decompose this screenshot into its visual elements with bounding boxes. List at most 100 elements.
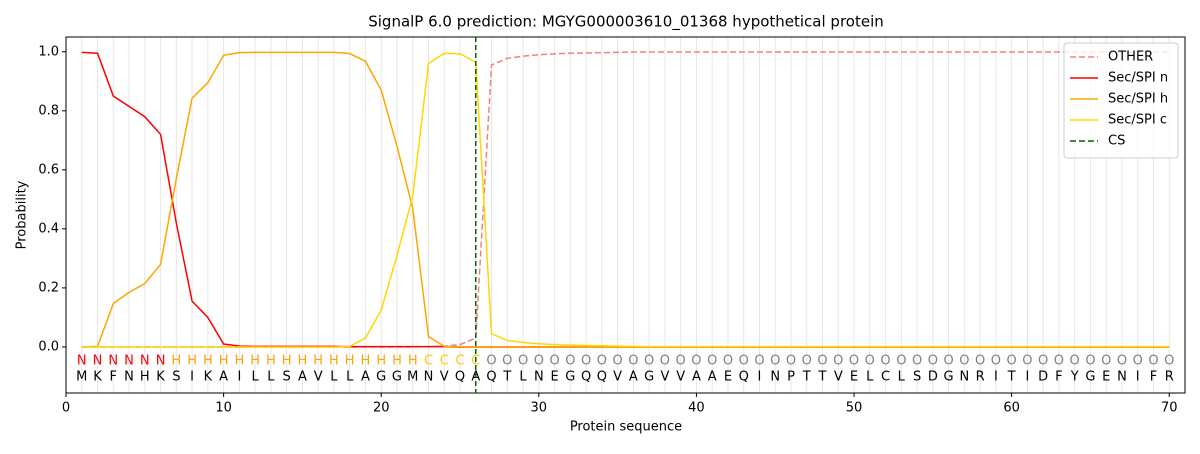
region-label: H <box>187 354 197 369</box>
region-label: H <box>408 354 418 369</box>
residue: V <box>613 370 622 385</box>
residue: R <box>1165 370 1174 385</box>
residue: T <box>818 370 827 385</box>
region-label: O <box>597 354 607 369</box>
region-label: O <box>896 354 906 369</box>
x-tick-label: 30 <box>531 401 548 416</box>
region-label: O <box>880 354 890 369</box>
region-label: N <box>156 354 166 369</box>
y-tick-label: 0.0 <box>38 339 59 354</box>
region-label: O <box>912 354 922 369</box>
region-label: O <box>518 354 528 369</box>
region-label: N <box>93 354 103 369</box>
y-axis-label: Probability <box>15 180 30 249</box>
region-label: H <box>282 354 292 369</box>
region-label: O <box>1070 354 1080 369</box>
residue: I <box>190 370 194 385</box>
residue: L <box>330 370 338 385</box>
residue: L <box>866 370 874 385</box>
region-label: O <box>565 354 575 369</box>
residue: A <box>298 370 307 385</box>
residue: K <box>156 370 165 385</box>
region-label: O <box>1117 354 1127 369</box>
residue: M <box>76 370 87 385</box>
region-label: H <box>376 354 386 369</box>
residue: A <box>219 370 228 385</box>
residue: F <box>1055 370 1062 385</box>
plot-frame <box>65 36 1186 394</box>
region-label: H <box>266 354 276 369</box>
residue: T <box>802 370 811 385</box>
residue: I <box>1025 370 1029 385</box>
region-label: H <box>345 354 355 369</box>
residue: L <box>267 370 275 385</box>
residue: G <box>1085 370 1095 385</box>
residue: A <box>708 370 717 385</box>
region-label: O <box>660 354 670 369</box>
residue: R <box>976 370 985 385</box>
residue: A <box>361 370 370 385</box>
legend-label: OTHER <box>1108 50 1153 65</box>
region-label: O <box>502 354 512 369</box>
residue: T <box>502 370 511 385</box>
x-tick-label: 10 <box>215 401 232 416</box>
residue: L <box>252 370 260 385</box>
residue: V <box>660 370 669 385</box>
x-tick-label: 40 <box>688 401 705 416</box>
residue: N <box>534 370 544 385</box>
residue: G <box>644 370 654 385</box>
region-label: O <box>1038 354 1048 369</box>
residue: F <box>1150 370 1157 385</box>
region-label: O <box>975 354 985 369</box>
residue: S <box>913 370 921 385</box>
region-label: O <box>849 354 859 369</box>
residue: L <box>898 370 906 385</box>
y-tick-label: 0.2 <box>38 280 59 295</box>
residue: N <box>124 370 134 385</box>
y-tick-label: 0.6 <box>38 162 59 177</box>
series-line <box>81 52 1170 348</box>
region-label: O <box>1164 354 1174 369</box>
region-label: O <box>1085 354 1095 369</box>
residue: G <box>944 370 954 385</box>
region-label: H <box>329 354 339 369</box>
region-label: H <box>392 354 402 369</box>
residue: S <box>283 370 291 385</box>
region-label: O <box>817 354 827 369</box>
series-line <box>81 51 1170 348</box>
region-label: O <box>943 354 953 369</box>
residue: Q <box>739 370 749 385</box>
region-label: O <box>739 354 749 369</box>
residue: N <box>959 370 969 385</box>
region-label: O <box>486 354 496 369</box>
region-label: O <box>613 354 623 369</box>
residue: E <box>850 370 858 385</box>
residue: C <box>881 370 890 385</box>
residue: K <box>204 370 213 385</box>
residue: T <box>1007 370 1016 385</box>
region-label: O <box>707 354 717 369</box>
residue: L <box>519 370 527 385</box>
region-label: O <box>549 354 559 369</box>
region-label: O <box>628 354 638 369</box>
residue: D <box>1038 370 1048 385</box>
region-label: O <box>928 354 938 369</box>
region-label: O <box>1007 354 1017 369</box>
residue: D <box>928 370 938 385</box>
residue: S <box>172 370 180 385</box>
chart-title: SignalP 6.0 prediction: MGYG000003610_01… <box>368 13 884 32</box>
region-label: O <box>1148 354 1158 369</box>
residue: A <box>692 370 701 385</box>
residue: N <box>424 370 434 385</box>
series-line <box>81 51 1170 348</box>
legend-label: CS <box>1108 134 1125 149</box>
region-label: C <box>455 354 464 369</box>
residue: V <box>314 370 323 385</box>
residue: G <box>565 370 575 385</box>
region-label: O <box>959 354 969 369</box>
residue: V <box>676 370 685 385</box>
region-label: H <box>203 354 213 369</box>
residue: E <box>1102 370 1110 385</box>
region-label: N <box>108 354 118 369</box>
